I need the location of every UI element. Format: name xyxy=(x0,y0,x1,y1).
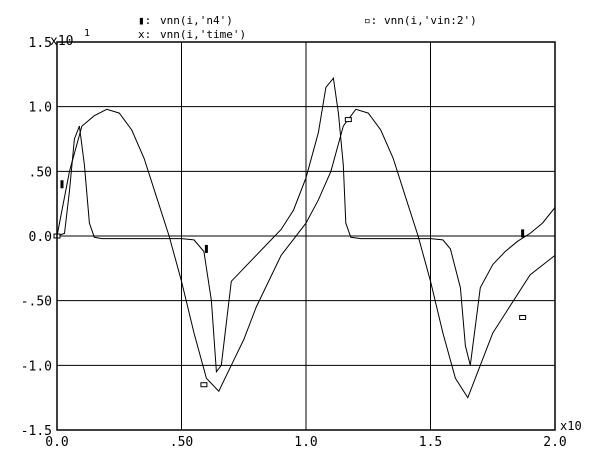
y-tick-label: 1.0 xyxy=(29,101,52,116)
marker-square xyxy=(200,382,208,388)
plot-frame xyxy=(56,41,556,431)
y-tick-label: 0.0 xyxy=(29,230,52,245)
y-scale-exponent: 1 xyxy=(84,28,90,39)
x-tick-label: 2.0 xyxy=(543,435,566,449)
y-tick-label: -.50 xyxy=(21,295,52,310)
marker-square xyxy=(344,117,352,123)
marker-bar xyxy=(60,180,64,189)
marker-bar xyxy=(204,244,208,253)
legend-entry-time-symbol: x: xyxy=(138,28,151,41)
tick-labels: 1.51.0.500.0-.50-1.0-1.50.0.50 1.0 1.5 2.0 xyxy=(21,36,567,450)
y-tick-label: -1.0 xyxy=(21,359,52,374)
x-tick-label: 1.0 xyxy=(294,435,317,449)
legend-entry-vin: vnn(i,'vin:2') xyxy=(384,14,477,27)
marker-square xyxy=(519,314,527,320)
series-line-bar xyxy=(56,77,556,374)
legend-entry-vin-symbol: ▫: xyxy=(364,14,377,27)
x-tick-label: 1.5 xyxy=(419,435,442,449)
x-scale-factor: x10 xyxy=(560,419,582,433)
y-tick-label: .50 xyxy=(29,165,52,180)
series-line-square xyxy=(56,108,556,399)
x-tick-label: .50 xyxy=(170,435,193,449)
series-lines xyxy=(56,77,556,399)
legend-entry-time: vnn(i,'time') xyxy=(160,28,246,41)
y-tick-label: -1.5 xyxy=(21,424,52,439)
marker-bar xyxy=(521,229,525,238)
x-tick-label: 0.0 xyxy=(45,435,68,449)
legend-entry-n4: vnn(i,'n4') xyxy=(160,14,233,27)
y-tick-label: 1.5 xyxy=(29,36,52,51)
legend: ▮: vnn(i,'n4') ▫: vnn(i,'vin:2') x: vnn(… xyxy=(138,14,477,41)
legend-entry-n4-symbol: ▮: xyxy=(138,14,151,27)
